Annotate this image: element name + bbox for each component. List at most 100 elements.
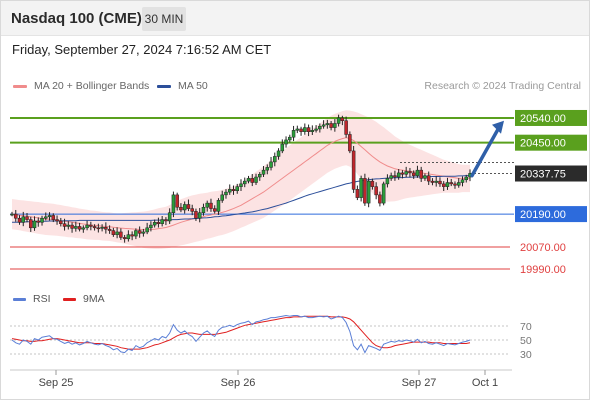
candle-body xyxy=(441,183,446,187)
candle-body xyxy=(239,183,243,187)
candle-body xyxy=(186,204,191,209)
candle-body xyxy=(74,226,78,229)
rsi-level-label: 50 xyxy=(520,335,532,347)
candle-body xyxy=(280,143,285,152)
candle-body xyxy=(92,226,97,229)
candle-body xyxy=(306,127,311,132)
legend-9ma: 9MA xyxy=(63,293,105,305)
candle-body xyxy=(182,204,187,211)
candle-body xyxy=(152,222,157,226)
candle-body xyxy=(310,130,315,132)
candle-body xyxy=(314,128,318,131)
candle-body xyxy=(77,226,82,230)
candle-body xyxy=(55,219,59,222)
candle-body xyxy=(389,175,393,179)
candle-body xyxy=(47,215,52,218)
level-badge xyxy=(515,109,587,126)
candle-body xyxy=(408,171,412,174)
candle-body xyxy=(246,178,251,182)
candle-body xyxy=(430,180,435,183)
candle-body xyxy=(21,216,26,223)
candle-body xyxy=(340,117,345,121)
level-label: 20190.00 xyxy=(520,209,566,221)
candle-body xyxy=(381,183,386,204)
candle-body xyxy=(130,234,134,237)
level-label: 20540.00 xyxy=(520,113,566,125)
candle-body xyxy=(175,194,179,208)
current-price-label: 20337.75 xyxy=(520,169,566,181)
candle-body xyxy=(363,178,367,204)
x-tick-label: Sep 26 xyxy=(221,377,256,389)
current-price-badge xyxy=(515,165,587,182)
candle-body xyxy=(107,228,112,231)
candle-body xyxy=(359,178,363,198)
candle-body xyxy=(265,167,270,171)
x-tick-label: Oct 1 xyxy=(472,377,498,389)
x-tick-label: Sep 25 xyxy=(39,377,74,389)
candle-body xyxy=(254,176,258,183)
level-badge xyxy=(515,206,587,223)
candle-body xyxy=(318,125,322,130)
candle-body xyxy=(344,120,348,135)
level-label: 20070.00 xyxy=(520,242,566,254)
candle-body xyxy=(167,212,172,222)
candle-body xyxy=(14,213,18,219)
candle-body xyxy=(220,194,224,201)
candle-body xyxy=(122,237,127,240)
legend-ma50: MA 50 xyxy=(157,80,208,92)
candle-body xyxy=(59,220,63,224)
timestamp: Friday, September 27, 2024 7:16:52 AM CE… xyxy=(12,42,272,57)
forecast-arrow-head xyxy=(492,120,504,134)
candle-body xyxy=(453,183,457,186)
rsi-level-label: 70 xyxy=(520,321,532,333)
candle-body xyxy=(303,127,307,132)
ma50-line xyxy=(12,175,470,223)
candle-body xyxy=(333,123,337,128)
candle-body xyxy=(355,189,360,198)
candle-body xyxy=(111,230,116,235)
candle-body xyxy=(36,220,41,223)
candle-body xyxy=(415,169,420,176)
credit-text: Research © 2024 Trading Central xyxy=(424,80,581,92)
candle-body xyxy=(66,224,71,227)
legend-ma20-bb: MA 20 + Bollinger Bands xyxy=(13,80,149,92)
ma20-line xyxy=(11,137,470,231)
candle-body xyxy=(235,186,239,191)
candle-body xyxy=(126,234,131,240)
legend-label: RSI xyxy=(33,293,51,305)
candle-body xyxy=(32,220,37,229)
candle-body xyxy=(171,194,176,213)
candle-body xyxy=(464,176,468,181)
candle-body xyxy=(299,128,303,132)
legend-label: 9MA xyxy=(83,293,105,305)
candle-body xyxy=(438,180,442,185)
candle-body xyxy=(197,212,202,219)
candle-body xyxy=(17,217,22,223)
candle-body xyxy=(325,123,330,126)
candle-body xyxy=(374,186,378,196)
candle-body xyxy=(137,230,142,234)
level-label: 19990.00 xyxy=(520,264,566,276)
candle-body xyxy=(227,189,232,193)
level-label: 20450.00 xyxy=(520,138,566,150)
legend-rsi: RSI xyxy=(13,293,51,305)
candle-body xyxy=(366,180,371,204)
candle-body xyxy=(224,191,228,196)
candle-body xyxy=(288,136,292,141)
header-bar: Nasdaq 100 (CME) 30 MIN xyxy=(0,0,590,36)
candle-body xyxy=(212,208,217,212)
candle-body xyxy=(404,171,408,175)
candle-body xyxy=(194,211,198,219)
candle-body xyxy=(134,230,138,237)
candle-body xyxy=(378,194,382,204)
candle-body xyxy=(164,219,168,222)
candle-body xyxy=(62,223,67,227)
candle-body xyxy=(89,224,93,227)
timeframe-button[interactable]: 30 MIN xyxy=(142,7,186,31)
candle-body xyxy=(445,182,450,187)
x-tick-label: Sep 27 xyxy=(402,377,437,389)
level-badge xyxy=(515,134,587,151)
candle-body xyxy=(348,134,352,152)
candle-body xyxy=(329,123,333,128)
